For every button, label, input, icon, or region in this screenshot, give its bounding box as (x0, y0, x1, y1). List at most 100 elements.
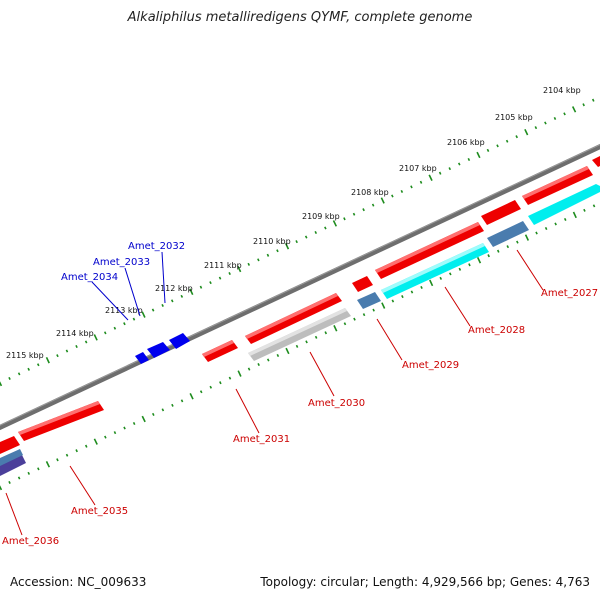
inner-ruler-tick (247, 367, 251, 371)
gene-label-amet-2036: Amet_2036 (2, 536, 59, 547)
inner-ruler-tick (420, 285, 423, 289)
gene-red-fwd-4[interactable] (592, 156, 600, 167)
outer-ruler-tick (237, 265, 242, 273)
ruler-label-2105: 2105 kbp (495, 113, 533, 122)
inner-ruler-tick (506, 245, 510, 249)
inner-ruler-tick (113, 431, 117, 435)
ruler-label-2104: 2104 kbp (543, 86, 581, 95)
genome-backbone-highlight (0, 144, 600, 426)
inner-ruler-tick (189, 393, 194, 400)
inner-ruler-tick (219, 381, 222, 385)
gene-amet-2032[interactable] (169, 333, 190, 349)
gene-label-amet-2030: Amet_2030 (308, 398, 365, 409)
gene-red-left-edge[interactable] (0, 436, 20, 454)
inner-ruler-tick (56, 458, 59, 462)
outer-ruler-tick (332, 220, 338, 227)
gene-amet-2027[interactable] (528, 184, 600, 225)
gene-label-amet-2031: Amet_2031 (233, 434, 290, 445)
inner-ruler-tick (458, 267, 462, 271)
outer-ruler-tick (343, 217, 346, 221)
inner-ruler-tick (535, 231, 538, 235)
inner-ruler-tick (362, 313, 366, 317)
inner-ruler-tick (228, 376, 232, 380)
outer-ruler-tick (428, 174, 433, 181)
ruler-label-2115: 2115 kbp (6, 351, 44, 360)
gene-amet-2028[interactable] (381, 243, 489, 299)
leader-2036 (5, 492, 23, 536)
inner-ruler-tick (65, 453, 69, 457)
outer-ruler-tick (170, 299, 174, 303)
leader-2033 (124, 267, 141, 317)
gene-amet-2036[interactable] (0, 455, 26, 476)
gene-amet-2034[interactable] (135, 352, 149, 364)
gene-red-fwd-2[interactable] (481, 200, 521, 225)
ruler-label-2112: 2112 kbp (155, 284, 193, 293)
outer-ruler-tick (524, 128, 529, 136)
leader-2031 (235, 388, 260, 434)
inner-ruler-tick (276, 353, 280, 358)
outer-ruler-tick (247, 262, 251, 266)
inner-ruler-tick (439, 276, 443, 280)
leader-2030 (309, 351, 335, 397)
gene-amet-2035[interactable] (18, 401, 104, 441)
inner-ruler-tick (199, 390, 203, 394)
gene-red-fwd[interactable] (245, 293, 342, 344)
inner-ruler-tick (496, 249, 500, 253)
gene-red-fwd-3[interactable] (522, 166, 593, 205)
inner-ruler-tick (563, 217, 567, 221)
inner-ruler-tick (305, 340, 308, 344)
inner-ruler-tick (544, 226, 548, 231)
outer-ruler-tick (56, 354, 59, 358)
inner-ruler-tick (381, 302, 386, 309)
gene-label-amet-2033: Amet_2033 (93, 257, 150, 268)
outer-ruler-tick (544, 121, 547, 125)
outer-ruler-tick (266, 253, 270, 257)
inner-ruler-tick (476, 257, 482, 264)
gene-red-fwd-top (245, 293, 338, 339)
inner-ruler-tick (17, 476, 21, 480)
outer-ruler-tick (362, 208, 365, 212)
gene-label-amet-2029: Amet_2029 (402, 360, 459, 371)
inner-ruler-tick (93, 438, 98, 445)
outer-ruler-tick (189, 288, 194, 296)
inner-ruler-tick (410, 290, 414, 294)
gene-steel-2[interactable] (487, 221, 529, 247)
inner-ruler-tick (391, 299, 395, 303)
gene-amet-2033[interactable] (147, 342, 170, 358)
outer-ruler-tick (591, 98, 595, 102)
outer-ruler-tick (276, 249, 279, 253)
inner-ruler-tick (257, 363, 260, 367)
inner-ruler-tick (285, 347, 290, 355)
inner-ruler-tick (295, 344, 299, 348)
leader-2034 (91, 281, 129, 321)
gene-label-amet-2032: Amet_2032 (128, 241, 185, 252)
genome-backbone (0, 143, 600, 431)
inner-ruler-tick (372, 308, 375, 312)
inner-ruler-tick (171, 403, 174, 407)
outer-ruler-tick (75, 344, 78, 349)
gene-label-amet-2028: Amet_2028 (468, 325, 525, 336)
gene-amet-2029[interactable] (357, 292, 381, 309)
inner-ruler-tick (524, 234, 530, 241)
gene-label-amet-2034: Amet_2034 (61, 272, 118, 283)
inner-ruler-tick (266, 358, 270, 362)
inner-ruler (0, 204, 596, 491)
ruler-label-2106: 2106 kbp (447, 138, 485, 147)
outer-ruler (0, 98, 595, 387)
inner-ruler-tick (161, 408, 165, 412)
outer-ruler-tick (496, 144, 499, 148)
ruler-label-2107: 2107 kbp (399, 164, 437, 173)
outer-ruler-tick (563, 112, 566, 116)
gene-red-small[interactable] (352, 276, 373, 292)
ruler-label-2111: 2111 kbp (204, 261, 242, 270)
outer-ruler-tick (410, 185, 413, 189)
ruler-label-2108: 2108 kbp (351, 188, 389, 197)
gene-red-fwd-long[interactable] (375, 222, 484, 279)
outer-ruler-tick (103, 331, 107, 335)
outer-ruler-tick (209, 281, 212, 285)
gene-amet-2031[interactable] (202, 340, 238, 362)
gene-amet-2028-top (381, 243, 485, 293)
outer-ruler-tick (180, 294, 184, 298)
gene-amet-2030[interactable] (248, 308, 351, 361)
inner-ruler-tick (353, 317, 356, 321)
